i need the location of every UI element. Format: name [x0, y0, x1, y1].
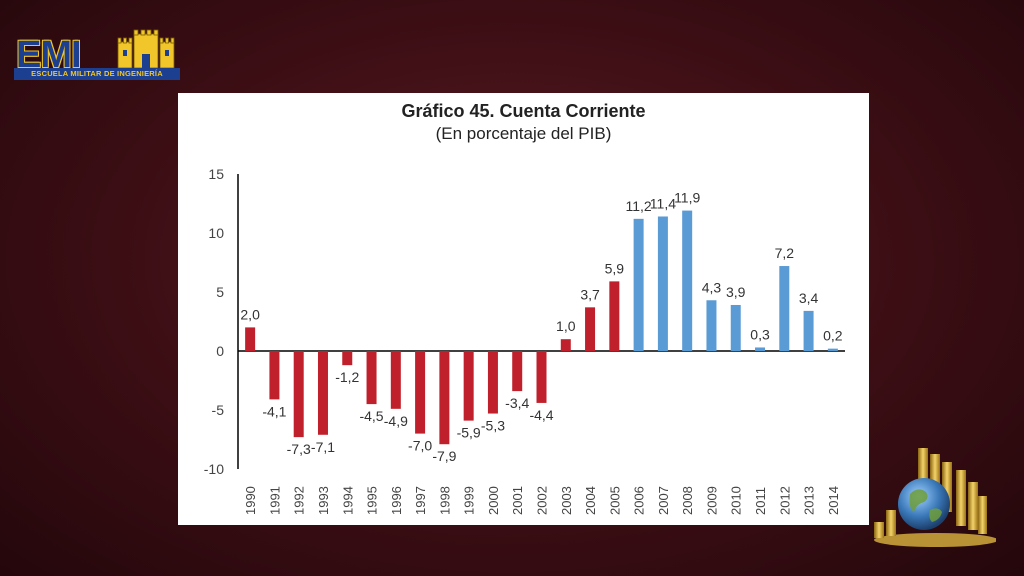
data-label: 0,2 [823, 328, 843, 344]
bar [827, 348, 838, 351]
x-tick-label: 1991 [267, 486, 282, 515]
x-tick-label: 1997 [413, 486, 428, 515]
data-label: 11,4 [650, 195, 676, 211]
bar [560, 339, 571, 351]
bar [245, 327, 256, 351]
data-label: -4,4 [529, 407, 553, 423]
x-tick-label: 2006 [632, 486, 647, 515]
x-tick-label: 1992 [292, 486, 307, 515]
bar [706, 300, 717, 351]
bar [463, 351, 474, 421]
data-label: -7,1 [311, 439, 335, 455]
data-label: 3,4 [799, 290, 819, 306]
x-tick-label: 2002 [535, 486, 550, 515]
x-tick-label: 1996 [389, 486, 404, 515]
x-tick-label: 2010 [729, 486, 744, 515]
data-label: 3,7 [580, 286, 600, 302]
castle-icon [117, 29, 175, 68]
bar [633, 218, 644, 351]
bar [755, 347, 766, 351]
x-tick-label: 1993 [316, 486, 331, 515]
data-label: -5,9 [457, 425, 481, 441]
data-label: -4,5 [359, 408, 383, 424]
x-tick-label: 2005 [607, 486, 622, 515]
y-tick-label: -10 [204, 461, 224, 477]
data-label: -4,1 [262, 403, 286, 419]
data-label: 7,2 [775, 245, 795, 261]
chart-panel: Gráfico 45. Cuenta Corriente (En porcent… [178, 93, 869, 525]
y-tick-label: -5 [212, 402, 225, 418]
bar [293, 351, 304, 438]
bar [682, 210, 693, 351]
x-tick-label: 2007 [656, 486, 671, 515]
bar [803, 310, 814, 351]
x-tick-label: 2003 [559, 486, 574, 515]
data-label: 2,0 [240, 306, 260, 322]
bar [779, 266, 790, 351]
data-label: -1,2 [335, 369, 359, 385]
y-tick-label: 15 [208, 166, 224, 182]
chart-subtitle: (En porcentaje del PIB) [435, 124, 612, 143]
bar [609, 281, 620, 351]
bar [415, 351, 426, 434]
bar [269, 351, 280, 400]
data-label: 3,9 [726, 284, 746, 300]
bar [439, 351, 450, 445]
x-tick-label: 2012 [777, 486, 792, 515]
emi-logo: EMI ESCUELA MILITAR DE INGENIERÍA [14, 28, 180, 80]
logo-subtitle: ESCUELA MILITAR DE INGENIERÍA [14, 68, 180, 80]
bar [730, 304, 741, 351]
y-tick-label: 10 [208, 225, 224, 241]
x-tick-label: 2013 [802, 486, 817, 515]
data-label: 11,9 [674, 190, 700, 206]
data-label: -4,9 [384, 413, 408, 429]
x-tick-label: 2004 [583, 486, 598, 515]
x-tick-label: 2001 [510, 486, 525, 515]
bar [585, 307, 596, 351]
x-tick-label: 1990 [243, 486, 258, 515]
x-tick-label: 2008 [680, 486, 695, 515]
bar [342, 351, 353, 366]
y-tick-label: 5 [216, 284, 224, 300]
bar-chart: 15 10 5 0 -5 -10 2,0 1990 -4,1 1991 -7,3 1992 -7,1 19… [204, 166, 845, 515]
data-label: 1,0 [556, 318, 576, 334]
data-label: -3,4 [505, 395, 529, 411]
y-tick-label: 0 [216, 343, 224, 359]
x-tick-label: 2000 [486, 486, 501, 515]
data-label: -7,9 [432, 448, 456, 464]
data-label: -7,3 [287, 441, 311, 457]
bar [390, 351, 401, 409]
bar [487, 351, 498, 414]
data-label: -7,0 [408, 438, 432, 454]
data-label: 0,3 [750, 326, 770, 342]
coins-globe-image [874, 448, 996, 547]
chart-title: Gráfico 45. Cuenta Corriente [401, 101, 646, 121]
x-tick-label: 1995 [365, 486, 380, 515]
x-tick-label: 2009 [704, 486, 719, 515]
x-tick-label: 1994 [340, 486, 355, 515]
x-tick-label: 2011 [753, 487, 768, 515]
x-tick-label: 2014 [826, 486, 841, 515]
data-label: 11,2 [626, 198, 652, 214]
data-label: 5,9 [605, 260, 625, 276]
bar [512, 351, 523, 392]
data-label: -5,3 [481, 418, 505, 434]
bar [536, 351, 547, 403]
bar [317, 351, 328, 435]
bar [366, 351, 377, 405]
data-label: 4,3 [702, 279, 722, 295]
x-tick-label: 1998 [437, 486, 452, 515]
bar [657, 216, 668, 351]
x-tick-label: 1999 [462, 486, 477, 515]
